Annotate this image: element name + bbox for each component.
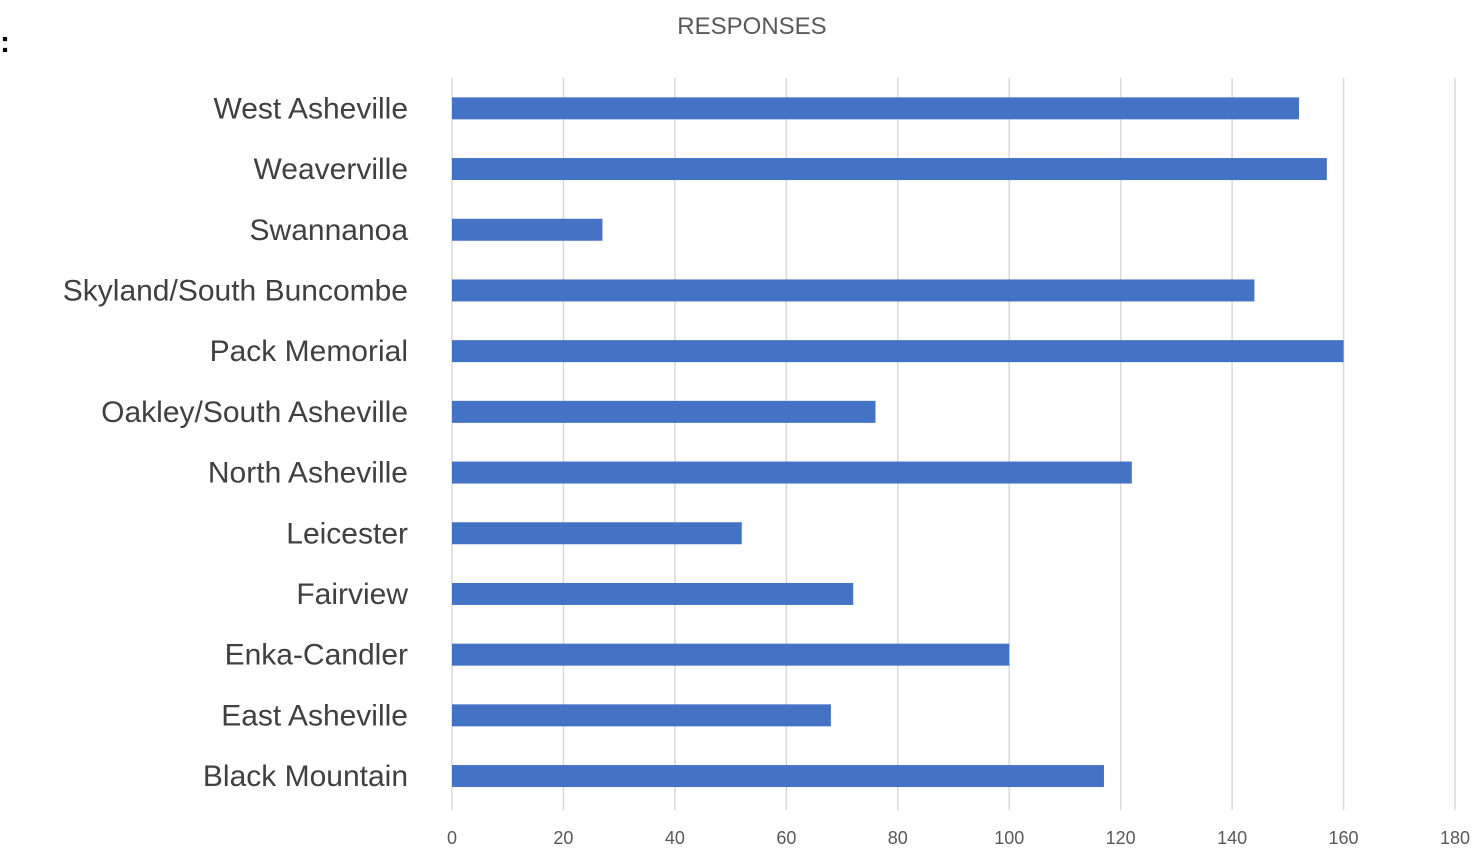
x-tick-label-80: 80 xyxy=(888,828,908,848)
category-label-enka-candler: Enka-Candler xyxy=(225,639,408,672)
bar-skyland-south-buncombe xyxy=(452,279,1255,302)
gridlines xyxy=(451,78,1456,810)
category-labels: West Asheville Weaverville Swannanoa Skylan… xyxy=(63,92,409,793)
bar-weaverville xyxy=(452,158,1327,181)
x-axis-tick-labels: 0 20 40 60 80 100 120 140 160 180 xyxy=(447,828,1470,848)
bar-swannanoa xyxy=(452,218,603,241)
bar-pack-memorial xyxy=(452,340,1344,363)
x-tick-label-140: 140 xyxy=(1217,828,1247,848)
bar-fairview xyxy=(452,582,854,605)
bar-north-asheville xyxy=(452,461,1132,484)
x-tick-label-100: 100 xyxy=(994,828,1024,848)
corner-mark: : xyxy=(0,26,10,59)
category-label-north-asheville: North Asheville xyxy=(208,457,408,490)
x-tick-label-120: 120 xyxy=(1106,828,1136,848)
bar-black-mountain xyxy=(452,765,1104,788)
category-label-east-asheville: East Asheville xyxy=(221,699,408,732)
category-label-west-asheville: West Asheville xyxy=(213,92,408,125)
bar-west-asheville xyxy=(452,97,1299,120)
chart-title: RESPONSES xyxy=(677,13,826,40)
x-tick-label-60: 60 xyxy=(776,828,796,848)
category-label-skyland-south-buncombe: Skyland/South Buncombe xyxy=(63,274,408,307)
bar-enka-candler xyxy=(452,643,1010,666)
category-label-black-mountain: Black Mountain xyxy=(203,760,408,793)
bars xyxy=(452,97,1344,788)
x-tick-label-180: 180 xyxy=(1440,828,1470,848)
bar-oakley-south-asheville xyxy=(452,400,876,423)
category-label-leicester: Leicester xyxy=(286,517,408,550)
category-label-pack-memorial: Pack Memorial xyxy=(210,335,408,368)
category-label-weaverville: Weaverville xyxy=(254,153,409,186)
category-label-fairview: Fairview xyxy=(296,578,408,611)
category-label-swannanoa: Swannanoa xyxy=(250,214,409,247)
bar-leicester xyxy=(452,522,742,545)
bar-east-asheville xyxy=(452,704,831,727)
x-tick-label-40: 40 xyxy=(665,828,685,848)
x-tick-label-160: 160 xyxy=(1329,828,1359,848)
category-label-oakley-south-asheville: Oakley/South Asheville xyxy=(101,396,408,429)
x-tick-label-0: 0 xyxy=(447,828,457,848)
x-tick-label-20: 20 xyxy=(553,828,573,848)
